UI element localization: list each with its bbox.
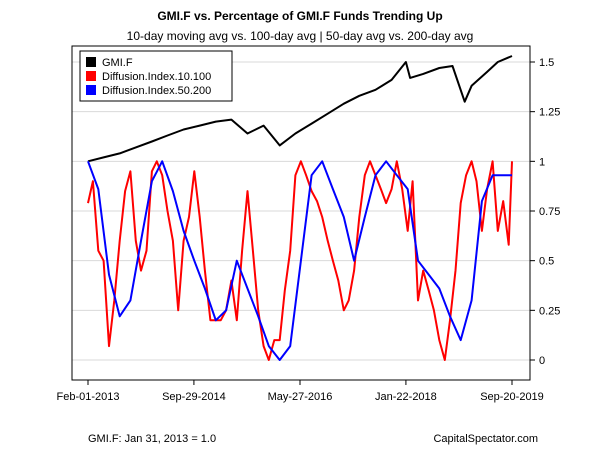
y-tick-label-5: 1.25 bbox=[539, 107, 560, 119]
legend-swatch-2 bbox=[86, 85, 96, 95]
x-tick-label-1: Sep-29-2014 bbox=[162, 391, 226, 403]
y-tick-label-2: 0.5 bbox=[539, 256, 554, 268]
legend-swatch-1 bbox=[86, 71, 96, 81]
chart-subtitle: 10-day moving avg vs. 100-day avg | 50-d… bbox=[127, 29, 474, 43]
legend-label-2: Diffusion.Index.50.200 bbox=[102, 85, 211, 97]
footer-base-note: GMI.F: Jan 31, 2013 = 1.0 bbox=[88, 433, 217, 445]
plot-frame bbox=[71, 45, 531, 381]
legend-swatch-0 bbox=[86, 57, 96, 67]
y-tick-label-1: 0.25 bbox=[539, 305, 560, 317]
series-line-diffusion-index-50-200 bbox=[87, 160, 512, 361]
footer-source: CapitalSpectator.com bbox=[433, 433, 538, 445]
y-tick-label-3: 0.75 bbox=[539, 206, 560, 218]
series-line-gmi-f bbox=[87, 55, 513, 163]
chart: GMI.F vs. Percentage of GMI.F Funds Tren… bbox=[57, 9, 561, 403]
series-line-diffusion-index-10-100 bbox=[87, 160, 513, 361]
y-tick-label-0: 0 bbox=[539, 355, 545, 367]
legend-label-1: Diffusion.Index.10.100 bbox=[102, 71, 211, 83]
x-tick-label-2: May-27-2016 bbox=[268, 391, 333, 403]
x-tick-label-3: Jan-22-2018 bbox=[375, 391, 437, 403]
legend-label-0: GMI.F bbox=[102, 57, 133, 69]
legend-box bbox=[79, 50, 233, 102]
y-tick-label-4: 1 bbox=[539, 156, 545, 168]
y-tick-label-6: 1.5 bbox=[539, 57, 554, 69]
x-tick-label-4: Sep-20-2019 bbox=[480, 391, 544, 403]
chart-title: GMI.F vs. Percentage of GMI.F Funds Tren… bbox=[157, 9, 442, 23]
x-tick-label-0: Feb-01-2013 bbox=[57, 391, 120, 403]
